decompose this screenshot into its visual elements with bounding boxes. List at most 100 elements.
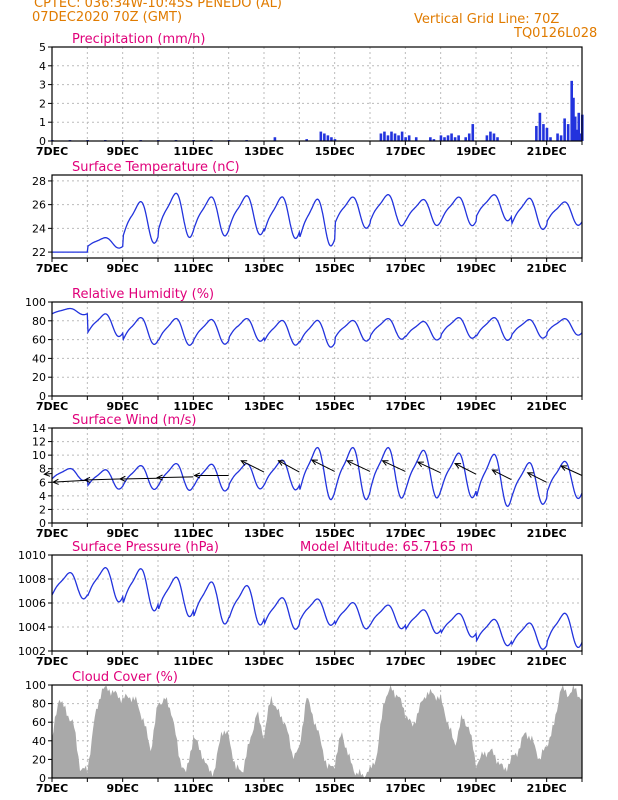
vertical-grid-note: Vertical Grid Line: 70Z bbox=[414, 12, 560, 27]
y-tick-label: 100 bbox=[25, 296, 46, 309]
x-tick-label: 7DEC bbox=[36, 262, 68, 275]
x-tick-label: 7DEC bbox=[36, 145, 68, 158]
precip-bar bbox=[453, 137, 457, 141]
wind-vector bbox=[44, 472, 53, 475]
y-tick-label: 2 bbox=[39, 503, 46, 516]
panel-title: Surface Temperature (nC) bbox=[72, 160, 240, 175]
x-tick-label: 9DEC bbox=[106, 527, 138, 540]
precip-bar bbox=[492, 133, 496, 141]
x-tick-label: 7DEC bbox=[36, 655, 68, 668]
x-tick-label: 17DEC bbox=[385, 527, 425, 540]
precip-bar bbox=[467, 133, 471, 141]
wind-vector bbox=[119, 477, 159, 480]
x-tick-label: 11DEC bbox=[173, 145, 213, 158]
wind-arrowhead bbox=[43, 470, 51, 477]
precip-bar bbox=[542, 124, 545, 141]
x-tick-label: 17DEC bbox=[385, 782, 425, 795]
precip-bar bbox=[450, 133, 453, 141]
x-tick-label: 19DEC bbox=[456, 782, 496, 795]
precip-bar bbox=[429, 137, 432, 141]
panel-title: Surface Wind (m/s) bbox=[72, 413, 196, 428]
precip-bar bbox=[404, 137, 407, 141]
wind-arrowhead bbox=[156, 474, 163, 481]
precip-bar bbox=[326, 135, 330, 141]
x-tick-label: 7DEC bbox=[36, 400, 68, 413]
panel-3: 0 20 40 60 80 100 7DEC 9DEC 11DEC 13DEC 15DEC 17DEC… bbox=[25, 287, 583, 413]
x-tick-label: 19DEC bbox=[456, 400, 496, 413]
wind-vector bbox=[311, 459, 335, 472]
y-tick-label: 3 bbox=[39, 79, 46, 92]
y-tick-label: 1006 bbox=[18, 597, 46, 610]
panel-frame bbox=[51, 427, 583, 524]
y-tick-label: 12 bbox=[32, 436, 46, 449]
x-tick-label: 15DEC bbox=[315, 527, 355, 540]
precip-bar bbox=[570, 80, 573, 141]
wind-arrowhead bbox=[526, 472, 534, 478]
x-tick-label: 15DEC bbox=[315, 655, 355, 668]
x-tick-label: 13DEC bbox=[244, 782, 284, 795]
panel-frame bbox=[51, 174, 583, 259]
wind-arrowhead bbox=[381, 460, 389, 466]
x-tick-label: 13DEC bbox=[244, 145, 284, 158]
wind-vector bbox=[527, 472, 547, 483]
y-tick-label: 0 bbox=[39, 135, 46, 148]
precip-bar bbox=[464, 137, 467, 141]
precip-bar bbox=[443, 137, 446, 141]
x-tick-label: 19DEC bbox=[456, 145, 496, 158]
y-tick-label: 1004 bbox=[18, 621, 46, 634]
y-tick-label: 4 bbox=[39, 60, 46, 73]
x-tick-label: 17DEC bbox=[385, 145, 425, 158]
wind-vector bbox=[346, 460, 371, 472]
panel-title: Relative Humidity (%) bbox=[72, 287, 214, 302]
precip-bar bbox=[393, 133, 397, 141]
y-tick-label: 2 bbox=[39, 97, 46, 110]
y-tick-label: 26 bbox=[32, 199, 46, 212]
y-tick-label: 22 bbox=[32, 246, 46, 259]
wind-arrowhead bbox=[193, 472, 201, 479]
precip-bar bbox=[535, 125, 538, 141]
precip-bar bbox=[559, 135, 563, 141]
x-tick-label: 7DEC bbox=[36, 782, 68, 795]
precip-bar bbox=[545, 127, 549, 141]
precip-bar bbox=[400, 131, 404, 141]
precip-bar bbox=[390, 131, 393, 141]
y-tick-label: 4 bbox=[39, 490, 46, 503]
y-tick-label: 10 bbox=[32, 449, 46, 462]
x-tick-label: 19DEC bbox=[456, 262, 496, 275]
precip-bar bbox=[573, 116, 577, 141]
precip-bar bbox=[489, 131, 492, 141]
precip-bar bbox=[572, 97, 575, 141]
x-tick-label: 15DEC bbox=[315, 262, 355, 275]
x-tick-label: 17DEC bbox=[385, 655, 425, 668]
precip-bar bbox=[485, 135, 489, 141]
y-tick-label: 8 bbox=[39, 463, 46, 476]
x-tick-label: 15DEC bbox=[315, 400, 355, 413]
precip-bar bbox=[330, 137, 333, 141]
panel-annotation: Model Altitude: 65.7165 m bbox=[300, 540, 473, 555]
wind-vector bbox=[454, 463, 477, 475]
x-tick-label: 21DEC bbox=[527, 145, 567, 158]
y-tick-label: 24 bbox=[32, 222, 46, 235]
wind-arrowhead bbox=[277, 460, 285, 466]
y-tick-label: 20 bbox=[32, 371, 46, 384]
precip-bar bbox=[414, 137, 418, 141]
precip-bar bbox=[383, 131, 386, 141]
x-tick-label: 21DEC bbox=[527, 400, 567, 413]
y-tick-label: 100 bbox=[25, 679, 46, 692]
wind-arrowhead bbox=[346, 460, 354, 466]
y-tick-label: 0 bbox=[39, 517, 46, 530]
wind-arrowhead bbox=[51, 478, 59, 485]
x-tick-label: 13DEC bbox=[244, 527, 284, 540]
precip-bar bbox=[397, 135, 400, 141]
wind-arrowhead bbox=[118, 475, 126, 482]
x-tick-label: 13DEC bbox=[244, 655, 284, 668]
panel-1: 0 1 2 3 4 5 7DEC 9DEC 11DEC 13DEC 15DEC 17DEC 19DEC 2… bbox=[36, 32, 584, 158]
x-tick-label: 15DEC bbox=[315, 145, 355, 158]
x-tick-label: 21DEC bbox=[527, 527, 567, 540]
y-tick-label: 1 bbox=[39, 116, 46, 129]
x-tick-label: 7DEC bbox=[36, 527, 68, 540]
x-tick-label: 9DEC bbox=[106, 262, 138, 275]
y-tick-label: 80 bbox=[32, 698, 46, 711]
y-tick-label: 60 bbox=[32, 334, 46, 347]
precip-bar bbox=[556, 133, 559, 141]
